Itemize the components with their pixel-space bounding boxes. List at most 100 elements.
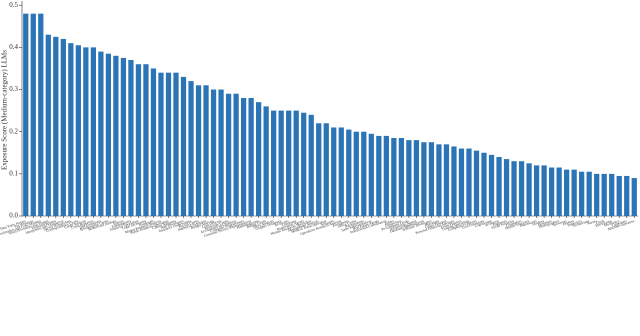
x-tick-label: Pharmacists: [519, 219, 537, 228]
bar: [286, 110, 292, 216]
bar: [301, 112, 307, 216]
bar: [323, 123, 329, 216]
bar: [68, 43, 74, 217]
bar: [353, 131, 359, 216]
y-tick-label: 0.4: [9, 43, 18, 51]
bar: [413, 140, 420, 216]
bar: [188, 81, 194, 216]
bar: [571, 169, 577, 216]
x-tick-label: Title Examiners: [78, 219, 102, 230]
bar: [240, 97, 247, 216]
x-tick-label: Counselors: [506, 219, 523, 228]
bar: [143, 64, 149, 216]
x-tick-label: Librarians: [281, 219, 297, 228]
y-tick-label: 0.3: [9, 85, 18, 93]
bar: [616, 175, 622, 216]
x-tick-label: Web Developers: [160, 219, 184, 230]
bar: [316, 123, 322, 216]
x-tick-label: Technical Writers: [31, 219, 57, 231]
x-tick-label: Chefs: [596, 219, 606, 226]
bar: [165, 72, 172, 217]
x-tick-label: Telemarketers: [111, 219, 132, 229]
x-tick-label: Economists: [332, 219, 350, 228]
bar: [23, 13, 29, 216]
bar: [451, 146, 457, 216]
bar: [83, 47, 89, 217]
x-tick-label: Photographers: [539, 219, 561, 229]
y-tick-label: 0.2: [9, 127, 18, 135]
bar: [436, 144, 442, 216]
bar: [518, 161, 525, 216]
x-tick-label: Credit Analysts: [64, 219, 87, 230]
x-tick-label: Historians: [424, 219, 440, 228]
x-tick-label: Archivists: [274, 219, 290, 228]
x-tick-label: Social Scientists: [491, 219, 515, 230]
bar: [346, 129, 352, 216]
bar: [195, 85, 202, 217]
bar: [180, 76, 187, 216]
y-axis-label: Exposure Score (Medium-category) LLMs: [1, 50, 9, 170]
x-tick-label: Nurses: [587, 219, 598, 226]
x-tick-label: Drafters: [562, 219, 575, 227]
x-tick-label: Urban Planners: [425, 219, 448, 230]
bar: [173, 72, 179, 217]
x-tick-label: Payroll Clerks: [178, 219, 199, 229]
bar: [428, 142, 435, 216]
bar: [398, 138, 404, 216]
x-tick-label: Logisticians: [474, 219, 493, 228]
bar: [248, 97, 254, 216]
x-tick-label: Teachers: [531, 219, 545, 227]
bar: [496, 156, 502, 216]
bar: [631, 178, 637, 216]
bar: [45, 34, 51, 216]
bar: [210, 89, 217, 216]
bar: [473, 150, 480, 216]
x-tick-label: Dispatchers: [385, 219, 403, 228]
bar: [271, 110, 277, 216]
bar: [278, 110, 284, 216]
x-tick-label: Office Clerks: [337, 219, 357, 229]
bar: [383, 135, 389, 216]
x-tick-label: Event Planners: [440, 219, 462, 230]
bar: [338, 127, 344, 216]
bar: [120, 57, 127, 216]
bar: [368, 133, 374, 216]
bar: [128, 60, 134, 216]
bar: [609, 173, 615, 216]
bar: [218, 89, 224, 216]
bar: [308, 114, 314, 216]
y-tick-label: 0.1: [9, 169, 18, 177]
bar: [466, 148, 472, 216]
bar: [113, 55, 119, 216]
bar: [488, 154, 495, 216]
bar: [158, 72, 164, 217]
bar: [263, 106, 269, 216]
x-tick-label: Tax Preparers: [14, 219, 35, 229]
bar: [60, 38, 66, 216]
bar: [503, 159, 510, 216]
x-tick-label: Brokerage Clerks: [204, 219, 230, 231]
bar: [586, 171, 592, 216]
bar: [38, 13, 44, 216]
bar: [391, 138, 397, 216]
bar: [564, 169, 570, 216]
bar: [594, 173, 600, 216]
x-tick-label: Legal Secretaries: [122, 219, 147, 231]
x-tick-label: Technicians: [572, 219, 590, 228]
bar: [421, 142, 427, 216]
x-tick-label: Tellers: [384, 219, 395, 226]
x-tick-label: Surveyors: [552, 219, 568, 227]
x-tick-label: Mechanics: [604, 219, 621, 228]
y-tick-label: 0.0: [9, 212, 18, 220]
x-tick-label: Editors: [113, 219, 125, 226]
x-tick-label: Paralegals: [139, 219, 155, 228]
x-tick-label: Cost Estimators: [462, 219, 486, 230]
x-tick-label: Court Reporters: [71, 219, 95, 230]
bar: [90, 47, 96, 217]
x-tick-label: Architects: [484, 219, 500, 228]
x-tick-label: Loan Officers: [201, 219, 222, 229]
x-tick-label: Receptionists: [345, 219, 365, 229]
bar: [150, 68, 157, 216]
bar: [331, 127, 337, 216]
